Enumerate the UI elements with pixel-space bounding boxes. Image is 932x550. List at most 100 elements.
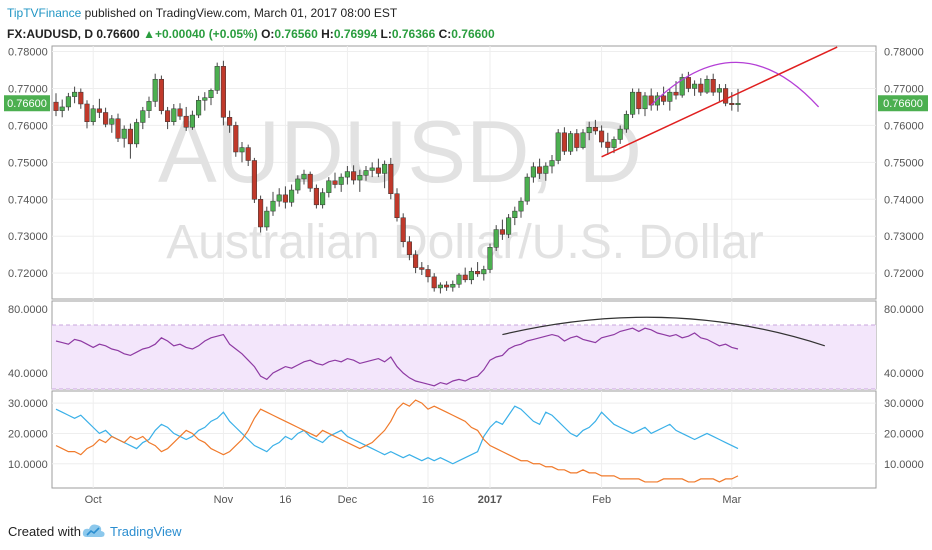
symbol-line: FX:AUDUSD, D 0.76600 ▲+0.00040 (+0.05%) … [7,27,495,41]
last-price-tag-right [878,95,928,112]
candle [270,200,276,212]
candle [450,283,456,288]
rsi-tick-left: 40.0000 [8,368,48,380]
candle [679,77,685,96]
y-tick-label-left: 0.76000 [8,120,48,132]
candle [617,128,623,140]
candle [413,254,419,268]
candle [468,271,474,281]
x-tick-label: Feb [592,494,611,506]
candle [103,112,109,125]
chart-canvas[interactable]: Oct Nov 16 Dec 16 2017 Feb Mar 0.78000 0.78000 0.7… [0,0,932,514]
candle [543,165,549,174]
candle [549,160,555,167]
candle [475,271,481,275]
candle [90,108,96,122]
candle [152,78,158,102]
rsi-band [52,325,876,389]
candle [115,118,121,139]
publisher-name[interactable]: TipTVFinance [7,6,82,20]
watermark-name: Australian Dollar/U.S. Dollar [166,216,764,269]
rsi-tick-right: 80.0000 [884,304,924,316]
y-tick-label-left: 0.78000 [8,47,48,59]
x-tick-label: 16 [422,494,434,506]
x-tick-label: Mar [722,494,741,506]
last-price-tag-left [4,95,50,112]
candle [72,91,78,97]
candle [561,132,567,152]
candle [530,166,536,178]
candle [580,132,586,148]
candle [667,91,673,102]
candle [704,78,710,93]
candle [537,166,543,174]
candle [611,139,617,148]
candle [313,187,319,206]
dmi-tick-right: 20.0000 [884,428,924,440]
candle [394,193,400,218]
candle [289,189,295,203]
candle [512,210,518,218]
published-text: published on TradingView.com, March 01, … [84,6,398,20]
candle [189,114,195,128]
y-tick-label-left: 0.72000 [8,268,48,280]
price-change: +0.00040 (+0.05%) [154,27,258,41]
last-price: 0.76600 [96,27,140,41]
dmi-plus-line [55,405,739,465]
candle [220,66,226,118]
candle [692,83,698,89]
publish-line: TipTVFinance published on TradingView.co… [7,6,397,20]
candle [735,102,741,105]
candle [177,108,183,117]
candle [245,147,251,161]
candle [227,117,233,126]
candle [729,102,735,105]
candle [400,217,406,243]
candle [661,95,667,102]
candle [425,269,431,278]
candle [437,284,443,289]
candle [444,284,450,288]
candle [586,127,592,134]
candle [78,91,84,105]
candle [121,128,127,139]
dmi-tick-right: 30.0000 [884,398,924,410]
y-tick-label-right: 0.75000 [884,157,924,169]
candle [258,199,264,228]
dmi-tick-left: 10.0000 [8,459,48,471]
candle [307,173,313,189]
candle [499,229,505,235]
candle [524,176,530,202]
low-value: 0.76366 [391,27,436,41]
candle [487,247,493,270]
candle [599,130,605,143]
candle [320,192,326,206]
candle [251,160,257,200]
candle [202,97,208,101]
candle [351,171,357,181]
candle [146,101,152,111]
candle [518,200,524,212]
candle [214,66,220,91]
candle [264,210,270,228]
dmi-tick-right: 10.0000 [884,459,924,471]
candle [332,180,338,185]
symbol-label: FX:AUDUSD, D [7,27,93,41]
tradingview-brand[interactable]: TradingView [110,524,182,539]
tradingview-cloud-icon[interactable] [82,522,106,540]
candle [406,241,412,255]
y-tick-label-left: 0.74000 [8,194,48,206]
candle [295,178,301,191]
open-label: O: [261,27,275,41]
high-value: 0.76994 [333,27,378,41]
x-tick-label: Dec [338,494,358,506]
candle [363,170,369,176]
resistance-arc [650,61,820,108]
candle [282,194,288,203]
candle [183,115,189,128]
open-value: 0.76560 [274,27,318,41]
candle [431,276,437,289]
candle [456,274,462,285]
candle [685,77,691,89]
candle [710,78,716,93]
